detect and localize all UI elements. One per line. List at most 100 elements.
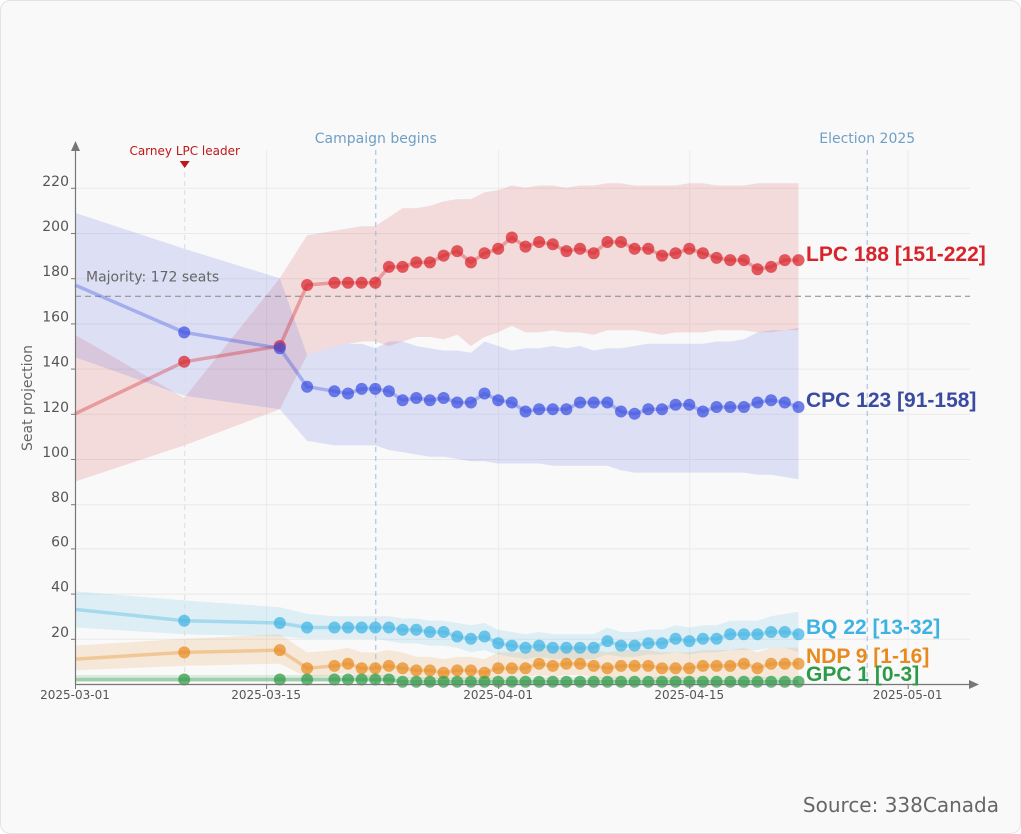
event-arrow-icon <box>179 161 190 168</box>
point-ndp <box>737 657 750 670</box>
point-bq <box>301 621 314 634</box>
y-tick-label: 40 <box>51 580 69 596</box>
point-lpc <box>301 279 314 291</box>
point-ndp <box>505 662 518 675</box>
y-tick-label: 20 <box>51 625 69 641</box>
point-lpc <box>778 254 791 267</box>
point-ndp <box>410 664 423 677</box>
point-lpc <box>533 236 546 248</box>
series-points <box>178 231 805 688</box>
series-label-ndp: NDP 9 [1-16] <box>806 645 929 668</box>
point-gpc <box>464 675 477 688</box>
series-label-lpc: LPC 188 [151-222] <box>806 243 986 266</box>
point-bq <box>546 641 559 654</box>
point-cpc <box>437 392 450 404</box>
source-credit: Source: 338Canada <box>803 793 999 817</box>
point-cpc <box>642 403 655 416</box>
point-bq <box>560 641 573 654</box>
point-gpc <box>423 675 436 688</box>
point-lpc <box>601 236 614 248</box>
event-label: Carney LPC leader <box>129 144 240 158</box>
point-cpc <box>724 401 737 413</box>
point-bq <box>737 628 750 641</box>
point-gpc <box>778 675 791 688</box>
point-bq <box>642 637 655 650</box>
x-tick-label: 2025-05-01 <box>873 688 943 702</box>
event-label: Election 2025 <box>819 131 915 147</box>
point-cpc <box>628 407 641 420</box>
point-ndp <box>574 657 586 670</box>
point-gpc <box>519 675 532 688</box>
point-gpc <box>355 673 368 686</box>
grid <box>75 150 970 684</box>
point-ndp <box>546 659 559 672</box>
point-ndp <box>696 659 709 672</box>
point-bq <box>396 623 409 636</box>
point-gpc <box>560 675 573 688</box>
point-lpc <box>696 247 709 260</box>
point-cpc <box>751 396 764 409</box>
x-tick-label: 2025-04-15 <box>654 688 724 702</box>
point-lpc <box>478 247 491 260</box>
band-lpc <box>75 183 799 482</box>
point-lpc <box>792 254 805 267</box>
point-cpc <box>369 382 382 395</box>
point-lpc <box>519 240 532 253</box>
event-label: Campaign begins <box>315 131 437 147</box>
point-bq <box>382 621 395 634</box>
point-ndp <box>492 662 505 675</box>
point-lpc <box>342 276 354 289</box>
point-ndp <box>751 662 764 675</box>
point-ndp <box>601 662 614 675</box>
point-ndp <box>683 662 696 675</box>
point-bq <box>669 632 682 645</box>
point-cpc <box>410 392 423 404</box>
point-cpc <box>587 396 600 409</box>
point-lpc <box>724 254 737 267</box>
y-tick-label: 220 <box>42 174 69 190</box>
series-labels: LPC 188 [151-222] CPC 123 [91-158] BQ 22 [… <box>806 243 986 686</box>
x-axis-arrow-icon <box>969 680 979 689</box>
point-lpc <box>396 260 409 273</box>
point-bq <box>505 639 518 652</box>
axes: 100 120 140 160 180 200 220 20 40 60 80 2025-03-01 2… <box>40 141 979 702</box>
y-tick-label: 120 <box>42 400 69 416</box>
y-tick-label: 140 <box>42 355 69 371</box>
point-cpc <box>273 342 286 355</box>
point-lpc <box>492 242 505 255</box>
point-bq <box>451 630 464 643</box>
point-cpc <box>683 398 696 411</box>
point-ndp <box>710 659 723 672</box>
point-ndp <box>792 657 805 670</box>
point-bq <box>492 637 505 650</box>
point-gpc <box>369 673 382 686</box>
point-cpc <box>737 401 750 413</box>
point-cpc <box>396 394 409 407</box>
point-cpc <box>342 387 354 400</box>
point-lpc <box>642 242 655 255</box>
point-gpc <box>273 673 286 686</box>
point-ndp <box>328 659 341 672</box>
point-cpc <box>178 326 191 339</box>
point-bq <box>178 614 191 627</box>
point-cpc <box>560 403 573 416</box>
point-lpc <box>382 260 395 273</box>
point-bq <box>696 632 709 645</box>
point-gpc <box>574 675 586 688</box>
x-tick-label: 2025-03-15 <box>231 688 301 702</box>
point-bq <box>478 630 491 643</box>
point-ndp <box>765 657 778 670</box>
point-lpc <box>737 254 750 267</box>
point-ndp <box>451 664 464 677</box>
point-gpc <box>628 675 641 688</box>
point-lpc <box>451 245 464 258</box>
point-cpc <box>656 403 668 416</box>
point-ndp <box>382 659 395 672</box>
point-gpc <box>410 675 423 688</box>
point-gpc <box>656 675 668 688</box>
point-ndp <box>396 662 409 675</box>
point-lpc <box>423 256 436 269</box>
point-cpc <box>546 403 559 416</box>
